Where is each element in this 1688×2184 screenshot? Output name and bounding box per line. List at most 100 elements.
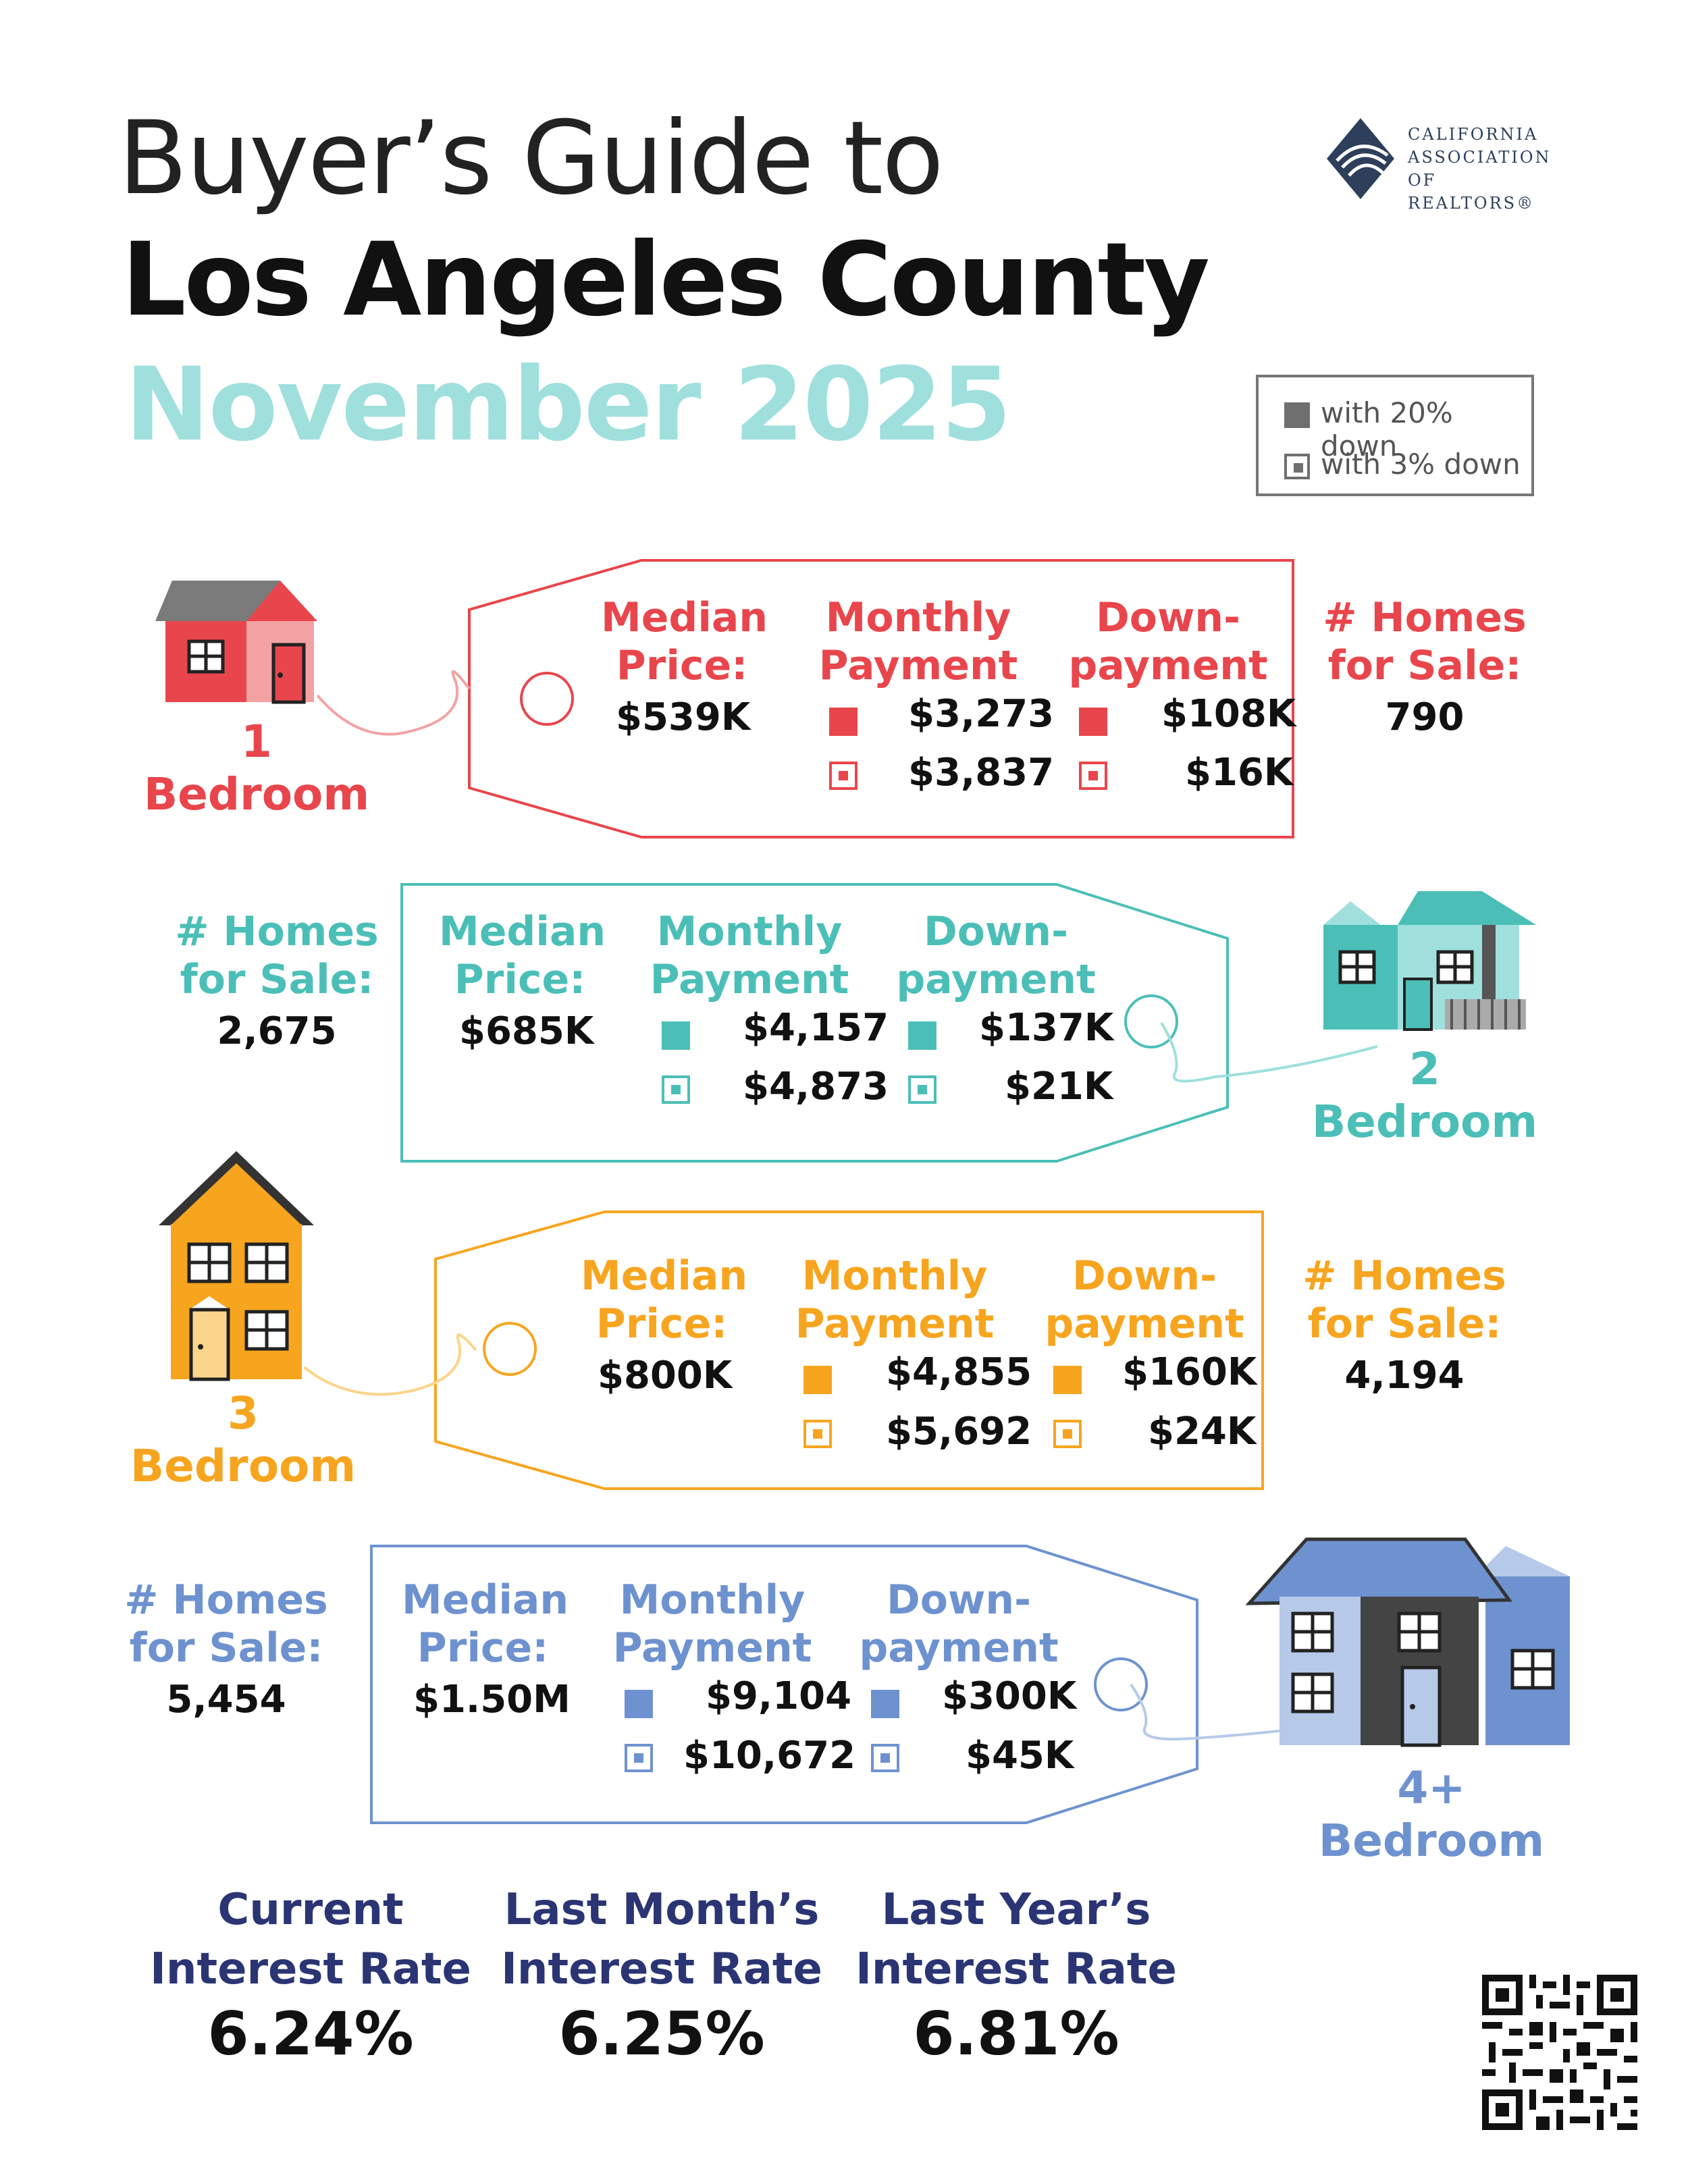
tier-1-homes-value: 790 (1385, 695, 1465, 739)
legend-3-label: with 3% down (1321, 448, 1521, 481)
tier-1-monthly-label-2: Payment (818, 641, 1018, 689)
tier-2-median-value: $685K (459, 1009, 594, 1053)
rate-last-year-label-2: Interest Rate (855, 1944, 1177, 1994)
tier-4-homes-label-2: for Sale: (129, 1624, 323, 1672)
tier-4-monthly-label-1: Monthly (619, 1576, 806, 1624)
car-logo-icon (1327, 118, 1394, 199)
legend-20-label: with 20% down (1321, 396, 1453, 462)
legend-outline-swatch (1284, 454, 1310, 479)
rate-last-year-label-1: Last Year’s (881, 1885, 1151, 1935)
tier-1-down20-value: $108K (1161, 692, 1296, 736)
tier-1-down3-swatch (1079, 762, 1107, 790)
tier-3-homes-value: 4,194 (1344, 1354, 1465, 1397)
tier-1-pay20-value: $3,273 (908, 692, 1055, 736)
tier-4-monthly-label-2: Payment (612, 1624, 812, 1672)
tier-2-down20-swatch (908, 1021, 937, 1050)
legend: with 20% down with 3% down (1256, 375, 1534, 496)
tier-4-median-label-1: Median (402, 1576, 569, 1624)
tier-3-median-value: $800K (598, 1354, 733, 1397)
rate-current-value: 6.24% (207, 1999, 414, 2069)
tier-3-down3-value: $24K (1148, 1410, 1257, 1454)
tier-3-median-label-1: Median (581, 1252, 748, 1300)
rate-current: Current Interest Rate 6.24% (132, 1880, 490, 2069)
house-4-bedroom-icon (1245, 1537, 1570, 1747)
rate-last-month-label-1: Last Month’s (504, 1885, 820, 1935)
tier-1-monthly-label-1: Monthly (825, 594, 1011, 641)
tier-4-down20-swatch (871, 1690, 899, 1718)
tier-1-down3-value: $16K (1185, 751, 1294, 795)
logo-line-3: OF REALTORS® (1408, 171, 1535, 213)
tier-1-homes-label-2: for Sale: (1327, 641, 1522, 689)
tier-2-down3-value: $21K (1005, 1065, 1113, 1109)
tier-4-number: 4+ (1397, 1762, 1466, 1814)
tier-3-down20-value: $160K (1122, 1350, 1257, 1394)
tier-3-pay20-value: $4,855 (886, 1350, 1032, 1394)
rate-last-year-value: 6.81% (913, 1999, 1119, 2069)
tier-3-monthly-label-1: Monthly (801, 1252, 988, 1300)
rate-current-label-1: Current (217, 1885, 404, 1935)
tier-2-down3-swatch (908, 1075, 937, 1104)
tier-1-homes-label-1: # Homes (1323, 594, 1527, 641)
tier-1-down-label-2: payment (1068, 641, 1268, 689)
tier-2-homes-label-1: # Homes (175, 908, 379, 955)
tier-4-word: Bedroom (1318, 1814, 1545, 1867)
tier-3-down3-swatch (1053, 1420, 1082, 1448)
tier-1-down20-swatch (1079, 708, 1107, 736)
tier-1-down-label-1: Down- (1095, 594, 1241, 641)
tier-4-down-label-1: Down- (886, 1576, 1032, 1624)
tier-2-median-label-2: Price: (454, 955, 586, 1003)
title-line-2: Los Angeles County (122, 221, 1210, 339)
logo-line-2: ASSOCIATION (1408, 148, 1552, 167)
house-1-bedroom-icon (155, 581, 317, 704)
tier-4-median-value: $1.50M (413, 1678, 571, 1722)
logo-line-1: CALIFORNIA (1408, 125, 1539, 144)
tier-1-price-tag (317, 559, 1294, 838)
tier-2-down20-value: $137K (979, 1006, 1114, 1050)
tier-1-median-value: $539K (616, 695, 751, 739)
tier-1-median-label-1: Median (601, 594, 768, 641)
tier-3-pay20-swatch (803, 1366, 832, 1394)
tier-3-price-tag (304, 1210, 1264, 1490)
tier-1-word: Bedroom (143, 768, 370, 820)
rate-last-month-label-2: Interest Rate (501, 1944, 822, 1994)
tier-2-pay3-value: $4,873 (743, 1065, 889, 1109)
tier-2-price-tag (400, 883, 1378, 1163)
rate-last-year: Last Year’s Interest Rate 6.81% (837, 1880, 1195, 2069)
house-3-bedroom-icon (159, 1151, 314, 1381)
qr-code[interactable] (1482, 1975, 1637, 2130)
tier-4-pay3-swatch (625, 1744, 653, 1772)
tier-3-homes-label-2: for Sale: (1307, 1300, 1502, 1348)
tier-2-pay3-swatch (662, 1075, 690, 1104)
tier-4-homes-label-1: # Homes (124, 1576, 328, 1624)
car-logo: CALIFORNIA ASSOCIATION OF REALTORS® (1323, 108, 1553, 213)
tier-2-pay20-value: $4,157 (743, 1006, 889, 1050)
house-2-bedroom-icon (1323, 891, 1536, 1031)
tier-2-homes-value: 2,675 (217, 1009, 337, 1053)
tier-2-monthly-label-1: Monthly (656, 908, 843, 955)
title-line-1: Buyer’s Guide to (118, 100, 944, 217)
tier-2-down-label-1: Down- (923, 908, 1069, 955)
tier-4-pay3-value: $10,672 (683, 1734, 856, 1778)
tier-2-monthly-label-2: Payment (650, 955, 849, 1003)
tier-3-median-label-2: Price: (596, 1300, 728, 1348)
rate-last-month: Last Month’s Interest Rate 6.25% (483, 1880, 841, 2069)
legend-solid-swatch (1284, 402, 1310, 428)
tier-2-number: 2 (1409, 1043, 1440, 1095)
tier-1-pay3-swatch (829, 762, 858, 790)
tier-3-monthly-label-2: Payment (795, 1300, 995, 1348)
tier-4-down3-value: $45K (966, 1734, 1074, 1778)
tier-4-down-label-2: payment (859, 1624, 1059, 1672)
tier-3-down-label-1: Down- (1072, 1252, 1217, 1300)
rate-current-label-2: Interest Rate (150, 1944, 471, 1994)
tier-4-down3-swatch (871, 1744, 899, 1772)
rate-last-month-value: 6.25% (558, 1999, 765, 2069)
tier-3-pay3-swatch (803, 1420, 832, 1448)
title-date: November 2025 (125, 346, 1011, 464)
tier-3-word: Bedroom (130, 1439, 357, 1492)
tier-1-pay3-value: $3,837 (908, 751, 1055, 795)
tier-4-pay20-swatch (625, 1690, 653, 1718)
tier-4-pay20-value: $9,104 (706, 1674, 852, 1718)
tier-1-pay20-swatch (829, 708, 858, 736)
tier-4-median-label-2: Price: (417, 1624, 549, 1672)
tier-2-homes-label-2: for Sale: (180, 955, 374, 1003)
